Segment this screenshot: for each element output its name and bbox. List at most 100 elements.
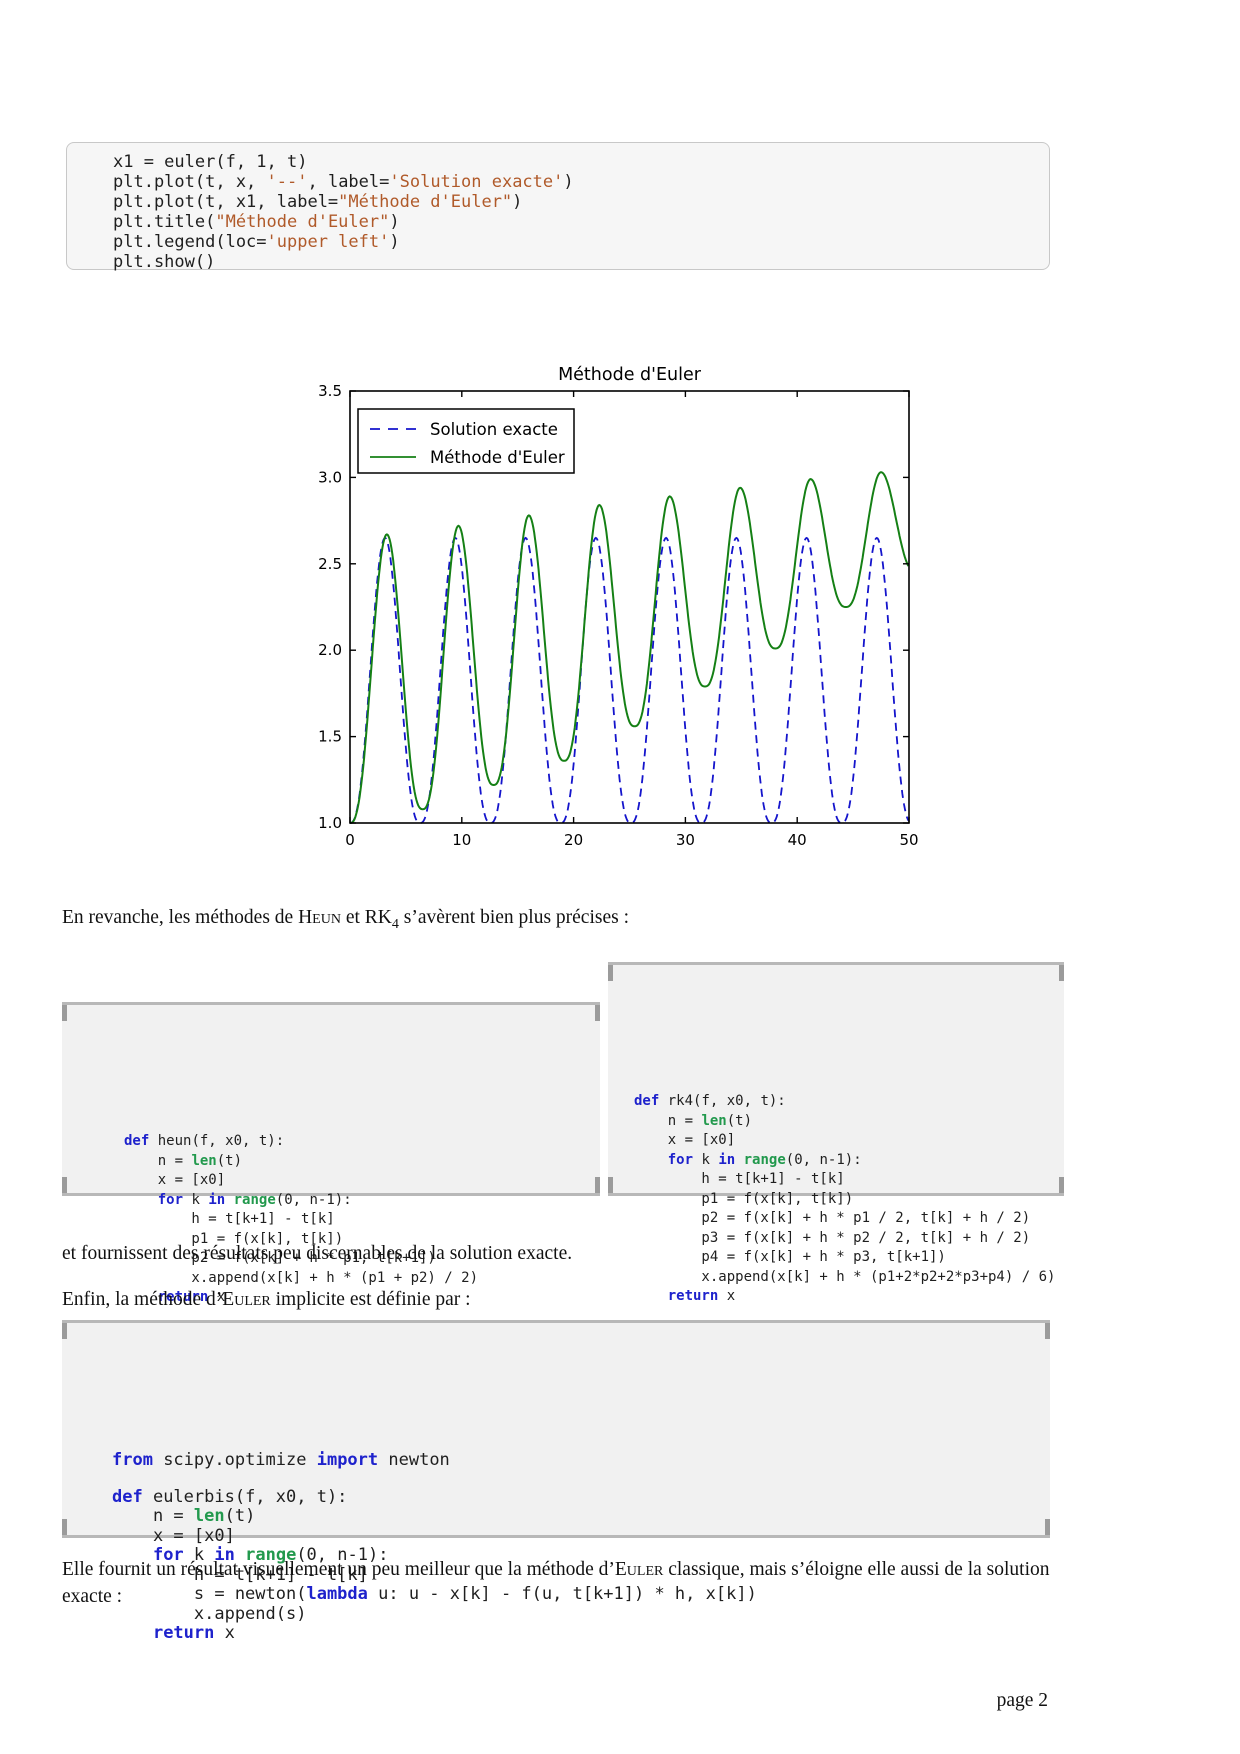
code-token: for	[667, 1151, 694, 1168]
code-block-heun: def heun(f, x0, t): n = len(t) x = [x0] …	[62, 1002, 600, 1305]
code-line: p3 = f(x[k] + h * p2 / 2, t[k] + h / 2)	[634, 1229, 1064, 1249]
frame-corner-bottom-left	[62, 1177, 67, 1193]
code-token: p2 = f(x[k] + h * p1, t[k+1])	[124, 1250, 436, 1266]
code-token: (0, n-1):	[296, 1545, 389, 1565]
code-token: h = t[k+1] - t[k]	[124, 1211, 335, 1227]
code-block-eulerbis: from scipy.optimize import newton def eul…	[62, 1320, 1050, 1643]
code-line: plt.plot(t, x1, label="Méthode d'Euler")	[113, 192, 1049, 212]
x-tick-label: 10	[452, 831, 471, 847]
text-segment: 4	[391, 915, 399, 932]
text-segment: Elle fournit un résultat visuellement un…	[62, 1559, 615, 1580]
code-line: x.append(s)	[112, 1604, 1050, 1625]
code-token: )	[512, 192, 523, 212]
frame-corner-bottom-right	[1059, 1177, 1064, 1193]
code-line: x.append(x[k] + h * (p1 + p2) / 2)	[124, 1269, 600, 1289]
text-segment: et RK	[340, 907, 392, 928]
text-segment: implicite est définie par :	[270, 1289, 471, 1310]
code-line: plt.plot(t, x, '--', label='Solution exa…	[113, 172, 1049, 192]
code-token: x1 = euler(f, 1, t)	[113, 152, 308, 172]
code-token: in	[214, 1545, 235, 1565]
text-segment: Enfin, la méthode d’	[62, 1289, 223, 1310]
code-line: from scipy.optimize import newton	[112, 1450, 1050, 1471]
code-token: plt.plot(t, x,	[113, 172, 267, 192]
code-line: plt.legend(loc='upper left')	[113, 232, 1049, 252]
code-token: x	[214, 1623, 235, 1643]
paragraph-results-comment: et fournissent des résultats peu discern…	[62, 1240, 1052, 1267]
code-token: from	[112, 1450, 153, 1470]
code-line: for k in range(0, n-1):	[124, 1191, 600, 1211]
legend-label: Méthode d'Euler	[430, 448, 565, 467]
frame-corner-top-left	[62, 1323, 67, 1339]
code-token: def	[124, 1133, 150, 1149]
code-token	[634, 1152, 668, 1168]
code-line: plt.show()	[113, 252, 1049, 272]
frame-corner-bottom-right	[595, 1177, 600, 1193]
code-token: )	[389, 212, 400, 232]
code-token: x	[718, 1288, 736, 1304]
code-token: )	[563, 172, 574, 192]
code-token: x.append(x[k] + h * (p1 + p2) / 2)	[124, 1269, 479, 1286]
code-line: h = t[k+1] - t[k]	[124, 1210, 600, 1230]
x-tick-label: 30	[676, 831, 695, 847]
text-segment: En revanche, les méthodes de	[62, 907, 299, 928]
code-token: in	[208, 1191, 226, 1208]
y-tick-label: 1.0	[318, 814, 342, 832]
chart-title: Méthode d'Euler	[558, 365, 702, 385]
code-line: x = [x0]	[634, 1131, 1064, 1151]
code-line: n = len(t)	[124, 1152, 600, 1172]
y-tick-label: 3.5	[318, 382, 342, 400]
code-line: p2 = f(x[k] + h * p1 / 2, t[k] + h / 2)	[634, 1209, 1064, 1229]
page-number: page 2	[996, 1690, 1048, 1711]
code-token: h = t[k+1] - t[k]	[112, 1564, 368, 1585]
code-line: p2 = f(x[k] + h * p1, t[k+1])	[124, 1249, 600, 1269]
frame-corner-top-left	[608, 965, 613, 981]
code-token: "Méthode d'Euler"	[215, 212, 390, 232]
code-line: for k in range(0, n-1):	[112, 1545, 1050, 1566]
code-token: x	[208, 1289, 226, 1305]
code-token: rk4(f, x0, t):	[659, 1093, 786, 1109]
code-block-rk4: def rk4(f, x0, t): n = len(t) x = [x0] f…	[608, 962, 1064, 1304]
text-segment: Euler	[614, 1559, 664, 1580]
frame-corner-top-right	[1045, 1323, 1050, 1339]
code-line: return x	[124, 1288, 600, 1308]
code-token: plt.legend(loc=	[113, 232, 267, 252]
paragraph-conclusion: Elle fournit un résultat visuellement un…	[62, 1556, 1054, 1610]
code-token: heun(f, x0, t):	[149, 1133, 285, 1149]
code-token	[735, 1152, 743, 1168]
code-token: plt.title(	[113, 212, 216, 232]
code-token: range	[233, 1191, 276, 1208]
code-token: "Méthode d'Euler"	[338, 192, 513, 212]
code-token: (t)	[726, 1112, 753, 1129]
code-line: for k in range(0, n-1):	[634, 1151, 1064, 1171]
code-token: lambda	[306, 1584, 368, 1604]
text-segment: et fournissent des résultats peu discern…	[62, 1243, 573, 1264]
code-token: p3 = f(x[k] + h * p2 / 2, t[k] + h / 2)	[634, 1229, 1031, 1246]
code-token: x = [x0]	[112, 1525, 235, 1546]
code-line: return x	[112, 1623, 1050, 1644]
y-tick-label: 2.5	[318, 555, 342, 573]
code-token: in	[718, 1151, 736, 1168]
frame-corner-top-right	[1059, 965, 1064, 981]
code-token: k	[693, 1151, 719, 1168]
text-segment: classique, mais s’éloigne elle aussi de …	[62, 1559, 1050, 1607]
code-token: plt.show()	[113, 252, 216, 272]
code-line: h = t[k+1] - t[k]	[634, 1170, 1064, 1190]
exact-solution-curve	[349, 536, 910, 824]
code-token	[112, 1623, 153, 1643]
code-line: def heun(f, x0, t):	[124, 1132, 600, 1152]
frame-corner-bottom-left	[608, 1177, 613, 1193]
x-tick-label: 0	[345, 831, 355, 847]
code-token: n =	[112, 1506, 194, 1526]
code-token: '--'	[266, 172, 308, 192]
code-token: x = [x0]	[634, 1132, 736, 1148]
code-token: len	[191, 1152, 217, 1169]
code-token: scipy.optimize	[152, 1450, 317, 1470]
frame-corner-bottom-right	[1045, 1519, 1050, 1535]
x-tick-label: 50	[899, 831, 918, 847]
code-token: def	[634, 1093, 660, 1109]
code-token: x = [x0]	[124, 1172, 226, 1188]
code-token: p1 = f(x[k], t[k])	[634, 1190, 854, 1207]
text-segment: s’avèrent bien plus précises :	[398, 907, 630, 928]
code-line: x.append(x[k] + h * (p1+2*p2+2*p3+p4) / …	[634, 1268, 1064, 1288]
y-tick-label: 3.0	[318, 468, 342, 486]
